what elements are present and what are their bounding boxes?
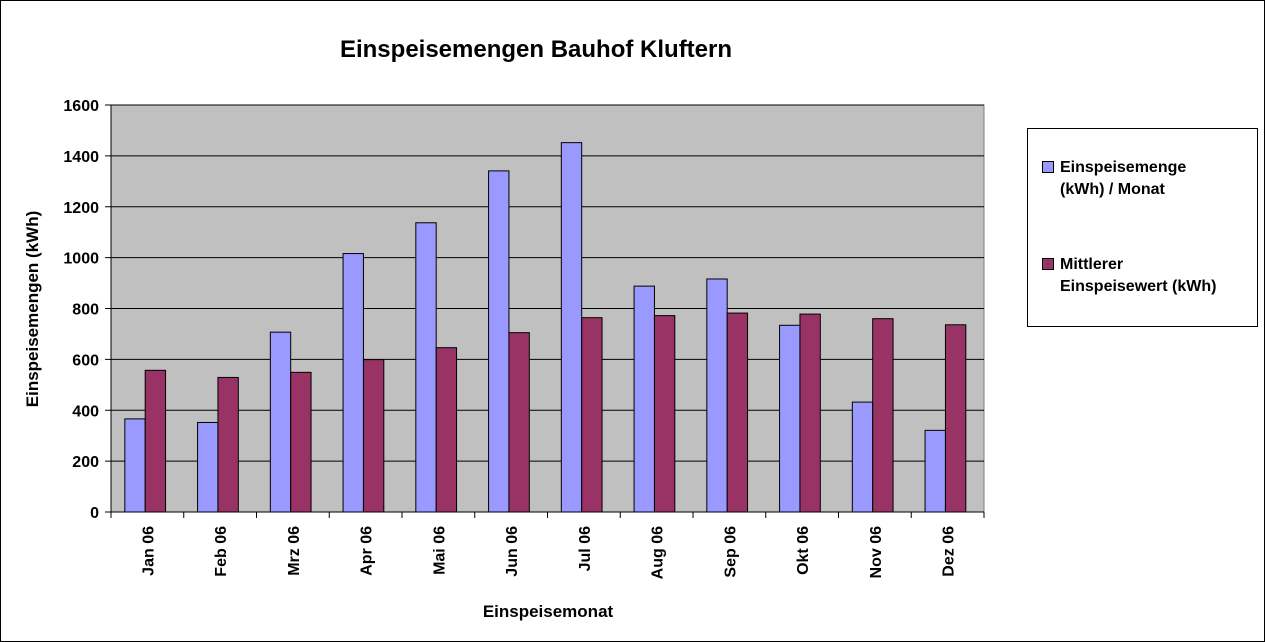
plot-area: 0 200 400 600 800 1000 1200 1400 1600 Jan 06 Feb 0… (63, 98, 985, 579)
y-tick-label: 800 (72, 302, 99, 319)
y-axis-title: Einspeisemengen (kWh) (23, 211, 42, 407)
bar-einspeisemenge-nov-06 (851, 401, 874, 513)
x-tick-label: Jan 06 (140, 526, 157, 576)
legend-item-mittlerer: Mittlerer Einspeisewert (kWh) (1042, 254, 1216, 298)
y-tick-label: 1000 (63, 251, 99, 268)
bar-einspeisemenge-okt-06 (779, 324, 801, 513)
y-tick-label: 200 (72, 454, 99, 471)
bar-mittlerer-jun-06 (508, 332, 530, 513)
bar-einspeisemenge-mai-06 (415, 222, 437, 513)
legend-label-einspeisemenge-line2: (kWh) / Monat (1060, 181, 1165, 198)
bar-mittlerer-mrz-06 (290, 371, 312, 513)
bar-mittlerer-apr-06 (362, 359, 385, 513)
bar-einspeisemenge-apr-06 (342, 253, 364, 513)
bar-einspeisemenge-jun-06 (488, 170, 510, 513)
bar-mittlerer-feb-06 (217, 376, 239, 513)
x-tick-label: Nov 06 (868, 526, 885, 579)
bar-einspeisemenge-aug-06 (633, 285, 655, 513)
bar-mittlerer-sep-06 (726, 312, 749, 513)
legend-item-einspeisemenge: Einspeisemenge (kWh) / Monat (1042, 157, 1186, 201)
y-tick-label: 1400 (63, 149, 99, 166)
bar-mittlerer-dez-06 (944, 324, 967, 513)
y-tick-label: 400 (72, 403, 99, 420)
x-tick-label: Mai 06 (431, 526, 448, 575)
x-tick-label: Aug 06 (650, 526, 667, 579)
y-tick-label: 600 (72, 352, 99, 369)
y-tick-label: 0 (90, 505, 99, 522)
bar-einspeisemenge-mrz-06 (269, 331, 292, 513)
x-tick-label: Sep 06 (722, 526, 739, 578)
bar-einspeisemenge-feb-06 (197, 421, 219, 513)
legend: Einspeisemenge (kWh) / Monat Mittlerer E… (1027, 128, 1258, 327)
x-tick-label: Mrz 06 (286, 526, 303, 576)
legend-swatch-mittlerer (1042, 258, 1054, 270)
bar-mittlerer-mai-06 (435, 347, 458, 513)
x-axis-title: Einspeisemonat (483, 602, 614, 621)
bar-mittlerer-okt-06 (799, 313, 821, 513)
x-tick-label: Feb 06 (213, 526, 230, 577)
bar-einspeisemenge-jan-06 (124, 418, 146, 513)
bar-einspeisemenge-sep-06 (706, 278, 728, 513)
x-tick-label: Dez 06 (941, 526, 958, 577)
x-tick-label: Apr 06 (359, 526, 376, 576)
legend-swatch-einspeisemenge (1042, 161, 1054, 173)
y-tick-label: 1200 (63, 200, 99, 217)
bar-mittlerer-nov-06 (872, 318, 894, 513)
bar-mittlerer-jul-06 (581, 317, 603, 513)
bar-mittlerer-aug-06 (653, 315, 676, 513)
y-tick-label: 1600 (63, 98, 99, 115)
bar-einspeisemenge-jul-06 (560, 142, 583, 513)
legend-label-einspeisemenge-line1: Einspeisemenge (1060, 159, 1187, 176)
chart-title: Einspeisemengen Bauhof Kluftern (340, 36, 732, 63)
x-tick-label: Jun 06 (504, 526, 521, 577)
legend-label-mittlerer-line1: Mittlerer (1060, 256, 1124, 273)
bar-mittlerer-jan-06 (144, 369, 167, 513)
legend-label-mittlerer-line2: Einspeisewert (kWh) (1060, 278, 1217, 295)
x-tick-label: Okt 06 (795, 526, 812, 575)
bar-einspeisemenge-dez-06 (924, 429, 946, 513)
x-tick-label: Jul 06 (577, 526, 594, 571)
